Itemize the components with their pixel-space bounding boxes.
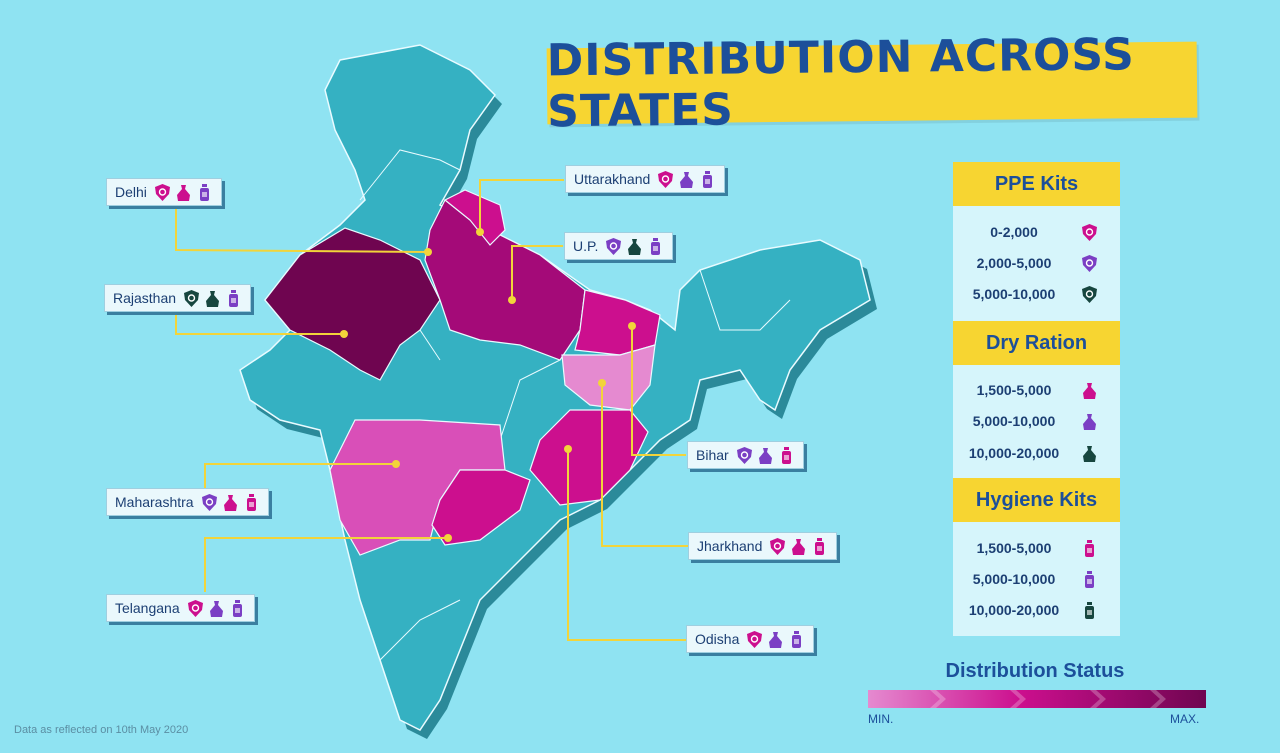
status-chevrons: [930, 690, 1166, 708]
state-odisha: [529, 409, 649, 506]
legend-row: 5,000-10,000: [953, 566, 1120, 592]
label-telangana: Telangana: [106, 594, 255, 622]
legend-range: 5,000-10,000: [972, 286, 1056, 302]
legend-range: 5,000-10,000: [972, 571, 1056, 587]
ppe-pink-shield-icon: [747, 630, 763, 648]
ppe-pink-shield-icon: [770, 537, 786, 555]
legend-heading-hygiene: Hygiene Kits: [953, 478, 1120, 522]
ration-purple-bag-icon: [758, 447, 772, 464]
legend-range: 2,000-5,000: [976, 255, 1052, 271]
state-name: U.P.: [573, 238, 599, 254]
legend-row: 0-2,000: [953, 219, 1120, 245]
ration-pink-bag-icon: [223, 494, 237, 511]
legend-row: 1,500-5,000: [953, 377, 1120, 403]
label-odisha: Odisha: [686, 625, 815, 653]
ppe-dark-shield-icon: [1082, 285, 1097, 303]
ppe-pink-shield-icon: [154, 183, 170, 201]
ration-purple-bag-icon: [1083, 413, 1096, 430]
legend-row: 1,500-5,000: [953, 535, 1120, 561]
legend-range: 10,000-20,000: [968, 602, 1060, 618]
status-title: Distribution Status: [945, 660, 1125, 682]
legend-row: 2,000-5,000: [953, 250, 1120, 276]
ppe-pink-shield-icon: [1082, 223, 1097, 241]
legend-heading-ppe: PPE Kits: [953, 162, 1120, 206]
ration-pink-bag-icon: [792, 538, 806, 555]
distribution-status-bar: [868, 690, 1206, 708]
hygiene-pink-bottle-icon: [781, 446, 791, 464]
label-delhi: Delhi: [106, 178, 222, 206]
state-name: Jharkhand: [697, 538, 763, 554]
status-min-label: MIN.: [868, 712, 894, 726]
hygiene-purple-bottle-icon: [232, 599, 242, 617]
state-telangana: [431, 469, 531, 546]
connectors: [175, 179, 688, 641]
hygiene-dark-bottle-icon: [1085, 601, 1094, 619]
hygiene-purple-bottle-icon: [651, 237, 661, 255]
hygiene-purple-bottle-icon: [1085, 570, 1094, 588]
ration-purple-bag-icon: [680, 171, 694, 188]
ppe-pink-shield-icon: [187, 599, 203, 617]
state-name: Odisha: [695, 631, 740, 647]
hygiene-purple-bottle-icon: [199, 183, 209, 201]
state-uttarakhand: [443, 189, 506, 246]
hygiene-purple-bottle-icon: [229, 289, 239, 307]
legend-range: 10,000-20,000: [968, 445, 1060, 461]
legend-row: 10,000-20,000: [953, 440, 1120, 466]
state-rajasthan: [264, 227, 441, 381]
hygiene-pink-bottle-icon: [246, 493, 256, 511]
ppe-purple-shield-icon: [201, 493, 217, 511]
ration-purple-bag-icon: [769, 631, 783, 648]
footnote: Data as reflected on 10th May 2020: [14, 724, 189, 736]
ration-pink-bag-icon: [176, 184, 190, 201]
label-rajasthan: Rajasthan: [104, 284, 252, 312]
label-maharashtra: Maharashtra: [106, 488, 269, 516]
ppe-purple-shield-icon: [1082, 254, 1097, 272]
state-name: Rajasthan: [113, 290, 177, 306]
label-up: U.P.: [564, 232, 674, 260]
legend-range: 5,000-10,000: [972, 413, 1056, 429]
hygiene-purple-bottle-icon: [792, 630, 802, 648]
state-name: Maharashtra: [115, 494, 194, 510]
ration-pink-bag-icon: [1083, 382, 1096, 399]
legend-range: 1,500-5,000: [976, 540, 1052, 556]
legend-range: 0-2,000: [990, 224, 1038, 240]
title-banner: DISTRIBUTION ACROSS STATES: [546, 29, 1198, 137]
legend-range: 1,500-5,000: [976, 382, 1052, 398]
label-bihar: Bihar: [687, 441, 804, 469]
hygiene-pink-bottle-icon: [1085, 539, 1094, 557]
legend-row: 5,000-10,000: [953, 281, 1120, 307]
legend-row: 10,000-20,000: [953, 597, 1120, 623]
ppe-purple-shield-icon: [606, 237, 622, 255]
legend-panel: [953, 162, 1120, 636]
ppe-purple-shield-icon: [736, 446, 752, 464]
ppe-dark-shield-icon: [184, 289, 200, 307]
state-name: Delhi: [115, 184, 147, 200]
state-name: Uttarakhand: [574, 171, 651, 187]
connector-dots: [340, 228, 636, 542]
state-name: Telangana: [115, 600, 180, 616]
ration-dark-bag-icon: [628, 238, 642, 255]
legend-row: 5,000-10,000: [953, 408, 1120, 434]
hygiene-purple-bottle-icon: [703, 170, 713, 188]
ration-purple-bag-icon: [209, 600, 223, 617]
ration-dark-bag-icon: [206, 290, 220, 307]
state-bihar: [574, 289, 661, 356]
label-uttarakhand: Uttarakhand: [565, 165, 726, 193]
legend-heading-ration: Dry Ration: [953, 321, 1120, 365]
ppe-pink-shield-icon: [658, 170, 674, 188]
state-name: Bihar: [696, 447, 729, 463]
page-title: DISTRIBUTION ACROSS STATES: [546, 29, 1136, 138]
hygiene-pink-bottle-icon: [815, 537, 825, 555]
label-jharkhand: Jharkhand: [688, 532, 838, 560]
ration-dark-bag-icon: [1083, 445, 1096, 462]
status-max-label: MAX.: [1170, 712, 1200, 726]
